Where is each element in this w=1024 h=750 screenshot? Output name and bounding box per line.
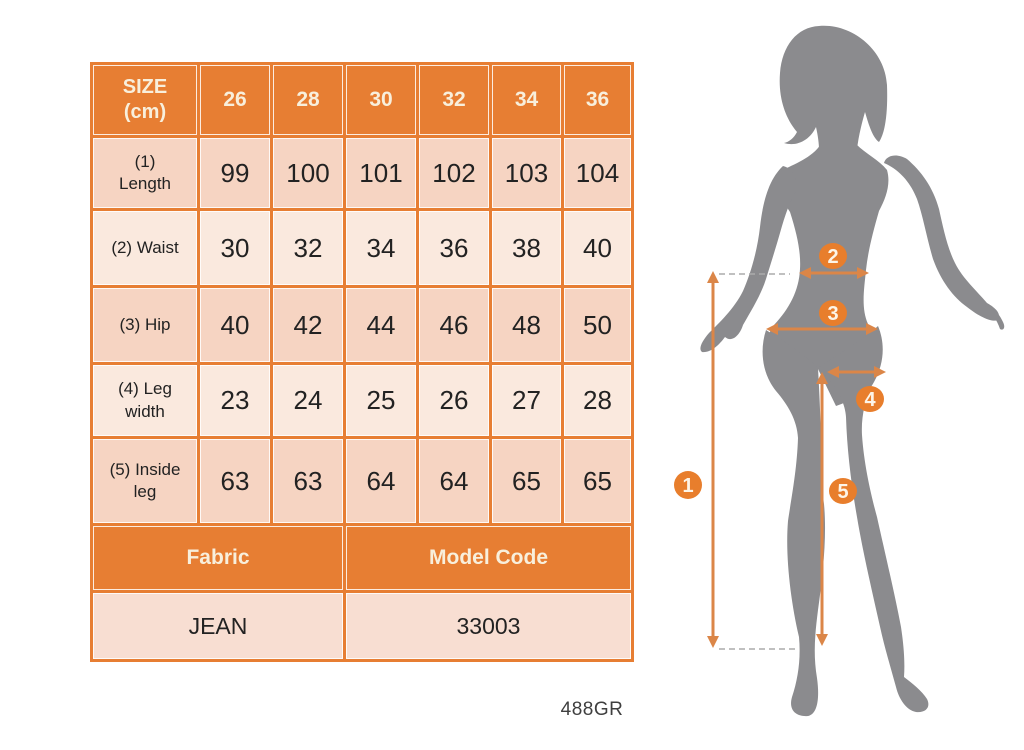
model-code-value: 33003	[346, 593, 631, 659]
leg-width-arrow	[827, 366, 886, 378]
svg-text:4: 4	[864, 389, 876, 411]
size-cell: 25	[346, 365, 416, 436]
size-cell: 30	[200, 211, 270, 285]
body-measurement-diagram: 1 2 3 4 5	[655, 15, 1024, 735]
size-unit-header: SIZE (cm)	[93, 65, 197, 135]
silhouette-head	[779, 25, 888, 150]
row-label: (1) Length	[93, 138, 197, 208]
size-cell: 65	[564, 439, 631, 523]
table-row-leg-width: (4) Leg width 23 24 25 26 27 28	[93, 365, 631, 436]
table-row-hip: (3) Hip 40 42 44 46 48 50	[93, 288, 631, 362]
marker-4: 4	[856, 386, 884, 412]
size-col-header: 34	[492, 65, 561, 135]
silhouette-right-arm	[884, 155, 1000, 321]
size-cell: 102	[419, 138, 489, 208]
hip-arrow	[766, 323, 878, 335]
size-cell: 63	[273, 439, 343, 523]
size-cell: 32	[273, 211, 343, 285]
waist-arrow	[799, 267, 869, 279]
marker-badges: 1 2 3 4 5	[674, 243, 884, 504]
marker-2: 2	[819, 243, 847, 269]
model-code-header: Model Code	[346, 526, 631, 590]
size-cell: 26	[419, 365, 489, 436]
svg-text:2: 2	[827, 246, 838, 268]
size-cell: 27	[492, 365, 561, 436]
svg-text:1: 1	[682, 475, 693, 497]
silhouette-torso	[763, 144, 889, 407]
svg-text:3: 3	[827, 303, 838, 325]
row-label: (2) Waist	[93, 211, 197, 285]
fabric-value-row: JEAN 33003	[93, 593, 631, 659]
length-arrow	[707, 271, 719, 648]
marker-5: 5	[829, 478, 857, 504]
row-label: (4) Leg width	[93, 365, 197, 436]
size-cell: 103	[492, 138, 561, 208]
table-row-waist: (2) Waist 30 32 34 36 38 40	[93, 211, 631, 285]
size-cell: 28	[564, 365, 631, 436]
size-table-header-row: SIZE (cm) 26 28 30 32 34 36	[93, 65, 631, 135]
row-label: (5) Inside leg	[93, 439, 197, 523]
size-cell: 34	[346, 211, 416, 285]
fabric-header-row: Fabric Model Code	[93, 526, 631, 590]
silhouette-right-leg	[818, 326, 929, 713]
size-cell: 40	[564, 211, 631, 285]
size-col-header: 32	[419, 65, 489, 135]
fabric-header: Fabric	[93, 526, 343, 590]
fabric-value: JEAN	[93, 593, 343, 659]
row-label: (3) Hip	[93, 288, 197, 362]
body-silhouette	[700, 25, 1005, 717]
size-cell: 64	[346, 439, 416, 523]
size-cell: 42	[273, 288, 343, 362]
silhouette-left-leg	[762, 330, 826, 717]
size-cell: 63	[200, 439, 270, 523]
size-cell: 36	[419, 211, 489, 285]
size-cell: 24	[273, 365, 343, 436]
size-cell: 104	[564, 138, 631, 208]
size-cell: 50	[564, 288, 631, 362]
size-col-header: 30	[346, 65, 416, 135]
size-cell: 48	[492, 288, 561, 362]
body-diagram-svg: 1 2 3 4 5	[674, 25, 1005, 717]
size-cell: 46	[419, 288, 489, 362]
size-col-header: 36	[564, 65, 631, 135]
size-cell: 44	[346, 288, 416, 362]
table-row-inside-leg: (5) Inside leg 63 63 64 64 65 65	[93, 439, 631, 523]
size-cell: 65	[492, 439, 561, 523]
product-code: 488GR	[560, 699, 624, 720]
silhouette-left-arm	[700, 166, 797, 353]
size-cell: 23	[200, 365, 270, 436]
size-cell: 38	[492, 211, 561, 285]
size-cell: 100	[273, 138, 343, 208]
size-table: SIZE (cm) 26 28 30 32 34 36 (1) Length 9…	[90, 62, 634, 662]
inside-leg-arrow	[816, 372, 828, 646]
size-cell: 40	[200, 288, 270, 362]
measurement-arrows	[707, 267, 886, 648]
size-cell: 64	[419, 439, 489, 523]
size-cell: 99	[200, 138, 270, 208]
marker-1: 1	[674, 471, 702, 499]
marker-3: 3	[819, 300, 847, 326]
size-col-header: 26	[200, 65, 270, 135]
size-col-header: 28	[273, 65, 343, 135]
dashed-guides	[719, 273, 796, 650]
size-cell: 101	[346, 138, 416, 208]
table-row-length: (1) Length 99 100 101 102 103 104	[93, 138, 631, 208]
silhouette-right-hand-finger	[983, 304, 1005, 330]
svg-text:5: 5	[837, 481, 848, 503]
